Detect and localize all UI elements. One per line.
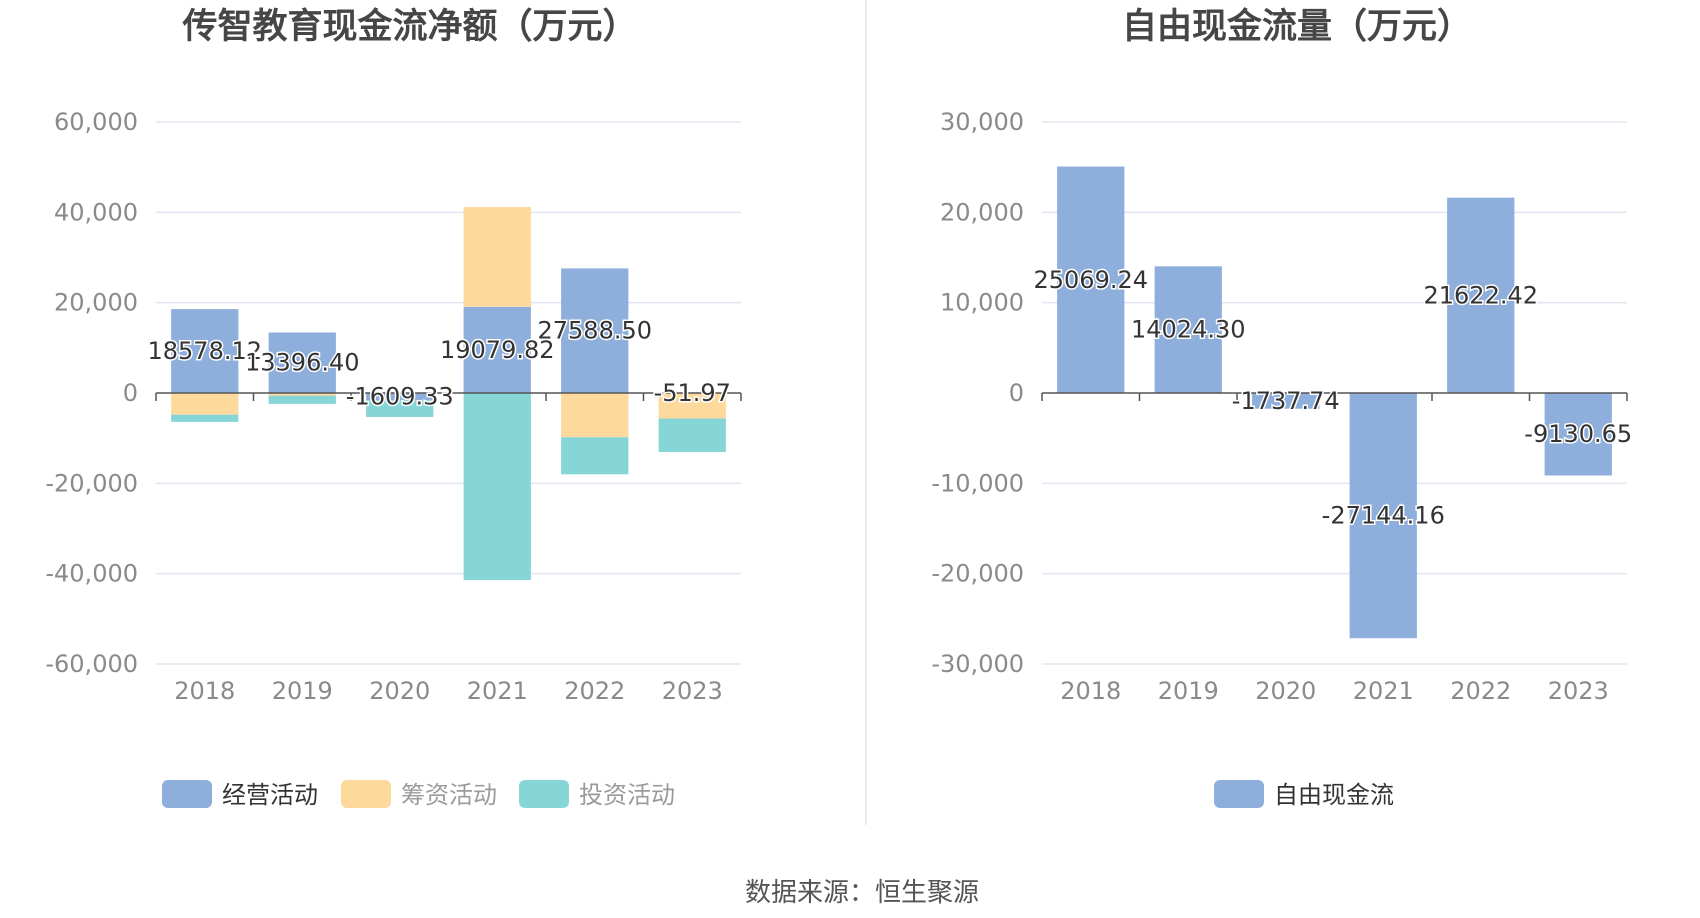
y-tick-label: -20,000 (931, 560, 1024, 588)
y-tick-label: -40,000 (45, 560, 138, 588)
legend-swatch (162, 780, 212, 808)
legend-swatch (341, 780, 391, 808)
y-tick-label: 0 (1009, 379, 1024, 407)
y-tick-label: 0 (123, 379, 138, 407)
legend-label: 经营活动 (222, 781, 318, 809)
x-tick-label: 2021 (1353, 677, 1414, 705)
bar-2-2023 (658, 418, 726, 452)
y-tick-label: -60,000 (45, 650, 138, 678)
x-tick-label: 2019 (1158, 677, 1219, 705)
data-label: 21622.42 (1423, 281, 1538, 309)
data-label: 27588.50 (537, 317, 652, 345)
bar-0-2018 (1057, 166, 1125, 393)
x-tick-label: 2022 (1450, 677, 1511, 705)
data-label: -1609.33 (346, 383, 454, 411)
y-tick-label: 20,000 (940, 198, 1024, 226)
bar-1-2018 (171, 393, 239, 415)
bar-1-2023 (658, 393, 726, 419)
y-tick-label: 30,000 (940, 108, 1024, 136)
cashflow-chart: 传智教育现金流净额（万元） 60,000 40,000 20,000 0 -20,000… (45, 6, 742, 809)
y-tick-label: -30,000 (931, 650, 1024, 678)
y-tick-label: -20,000 (45, 469, 138, 497)
bar-1-2019 (268, 393, 336, 396)
data-label: -27144.16 (1322, 502, 1445, 530)
x-tick-label: 2020 (1255, 677, 1316, 705)
legend-label: 筹资活动 (401, 781, 497, 809)
y-tick-label: -10,000 (931, 469, 1024, 497)
x-tick-label: 2023 (662, 677, 723, 705)
x-tick-label: 2022 (564, 677, 625, 705)
bar-0-2019 (268, 332, 336, 393)
x-tick-label: 2021 (467, 677, 528, 705)
data-label: -9130.65 (1524, 420, 1632, 448)
data-label: 13396.40 (245, 349, 360, 377)
bar-0-2023 (1544, 393, 1612, 476)
bar-1-2021 (463, 207, 531, 307)
data-label: 25069.24 (1033, 266, 1148, 294)
y-tick-label: 20,000 (54, 289, 138, 317)
bar-0-2021 (1349, 393, 1417, 639)
x-tick-label: 2023 (1548, 677, 1609, 705)
bar-2-2018 (171, 414, 239, 422)
legend-label: 自由现金流 (1274, 781, 1394, 809)
bar-0-2020 (366, 393, 434, 401)
legend-swatch (519, 780, 569, 808)
data-label: 14024.30 (1131, 316, 1246, 344)
legend-label: 投资活动 (579, 781, 675, 809)
bar-0-2020 (1252, 393, 1320, 409)
data-label: -51.97 (654, 379, 731, 407)
y-tick-label: 60,000 (54, 108, 138, 136)
bar-0-2022 (1447, 197, 1515, 393)
x-tick-label: 2020 (369, 677, 430, 705)
bar-0-2018 (171, 309, 239, 393)
free-cashflow-chart: 自由现金流量（万元） 30,000 20,000 10,000 0 -10,000 -20… (931, 6, 1633, 809)
bar-0-2021 (463, 306, 531, 393)
bar-2-2022 (561, 437, 629, 475)
bar-0-2019 (1154, 266, 1222, 393)
y-tick-label: 40,000 (54, 198, 138, 226)
x-tick-label: 2019 (272, 677, 333, 705)
y-tick-label: 10,000 (940, 289, 1024, 317)
left-chart-title: 传智教育现金流净额（万元） (181, 6, 637, 47)
bar-2-2021 (463, 393, 531, 580)
data-label: 19079.82 (440, 336, 555, 364)
x-tick-label: 2018 (174, 677, 235, 705)
right-chart-title: 自由现金流量（万元） (1122, 6, 1472, 47)
bar-1-2022 (561, 393, 629, 438)
bar-2-2020 (366, 400, 434, 417)
bar-0-2022 (561, 268, 629, 393)
x-tick-label: 2018 (1060, 677, 1121, 705)
legend-swatch (1214, 780, 1264, 808)
data-source-note: 数据来源：恒生聚源 (745, 878, 979, 908)
bar-2-2019 (268, 395, 336, 404)
data-label: -1737.74 (1232, 387, 1340, 415)
data-label: 18578.12 (147, 337, 262, 365)
